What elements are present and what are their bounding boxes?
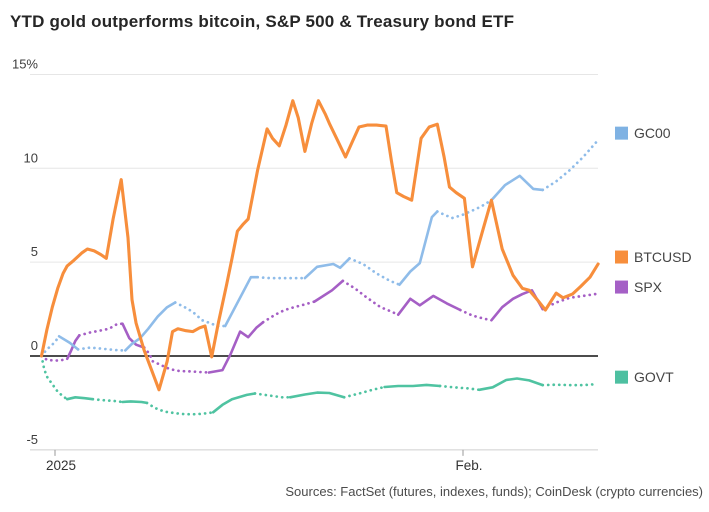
series-govt-segment-8 (342, 385, 386, 399)
spx-swatch-icon (615, 280, 628, 294)
series-spx-segment-3 (121, 322, 146, 349)
series-gc00-segment-8 (348, 257, 401, 287)
legend-item-btcusd: BTCUSD (615, 249, 692, 265)
series-govt-segment-11 (477, 377, 545, 392)
chart-title: YTD gold outperforms bitcoin, S&P 500 & … (10, 12, 515, 31)
y-tick-label--5: -5 (26, 432, 38, 447)
series-gc00-segment-0 (40, 334, 61, 358)
y-tick-label-5: 5 (31, 244, 38, 259)
series-gc00-segment-7 (303, 257, 351, 280)
y-tick-label-10: 10 (24, 150, 38, 165)
x-tick-label-Feb.: Feb. (455, 458, 482, 473)
y-axis-labels: 15% 10 5 0 -5 (12, 56, 38, 446)
series-govt-segment-7 (288, 391, 346, 399)
series-spx-segment-8 (341, 279, 400, 317)
btcusd-swatch-icon (615, 250, 628, 264)
series-gc00-segment-9 (398, 210, 439, 287)
series-spx-segment-10 (458, 308, 493, 322)
series-gc00-segment-5 (223, 275, 259, 328)
legend: GC00 BTCUSD SPX GOVT (615, 125, 692, 385)
series-govt-segment-12 (541, 382, 597, 387)
series-lines (39, 99, 600, 416)
series-spx-segment-6 (261, 300, 316, 324)
source-attribution: Sources: FactSet (futures, indexes, fund… (285, 484, 703, 499)
series-gc00-segment-3 (124, 301, 177, 352)
x-tick-label-2025: 2025 (46, 458, 76, 473)
legend-label-spx: SPX (634, 279, 663, 295)
series-govt-segment-0 (40, 354, 69, 401)
series-govt-segment-5 (211, 392, 257, 414)
gridlines (30, 73, 598, 451)
series-spx-segment-4 (142, 346, 211, 374)
series-spx-segment-5 (207, 320, 265, 374)
series-gc00-segment-1 (57, 334, 80, 351)
x-axis: 2025 Feb. (46, 449, 483, 473)
y-tick-label-15: 15% (12, 56, 38, 71)
legend-item-gc00: GC00 (615, 125, 671, 141)
series-gc00-segment-6 (256, 275, 307, 280)
series-spx-segment-7 (313, 279, 345, 303)
series-govt-segment-4 (145, 401, 215, 416)
series-spx-segment-9 (396, 294, 462, 317)
series-govt-segment-9 (383, 383, 442, 389)
legend-label-govt: GOVT (634, 369, 674, 385)
legend-label-gc00: GC00 (634, 125, 671, 141)
series-spx-segment-0 (40, 354, 69, 363)
series-gc00-segment-10 (435, 198, 493, 220)
series-govt-segment-10 (438, 384, 481, 392)
series-govt-segment-1 (65, 395, 95, 401)
y-tick-label-0: 0 (31, 338, 38, 353)
series-govt-segment-3 (121, 400, 149, 405)
legend-label-btcusd: BTCUSD (634, 249, 692, 265)
series-govt-segment-2 (91, 397, 124, 404)
series-gc00-segment-2 (76, 346, 127, 352)
series-govt-segment-6 (253, 392, 292, 399)
series-spx-segment-12 (541, 292, 597, 311)
gc00-swatch-icon (615, 126, 628, 140)
govt-swatch-icon (615, 370, 628, 384)
series-gc00-segment-12 (541, 138, 600, 192)
series-btcusd-segment-0 (39, 99, 600, 392)
legend-item-govt: GOVT (615, 369, 674, 385)
series-gc00-segment-11 (490, 174, 545, 202)
series-spx-segment-2 (77, 322, 124, 337)
legend-item-spx: SPX (615, 279, 663, 295)
